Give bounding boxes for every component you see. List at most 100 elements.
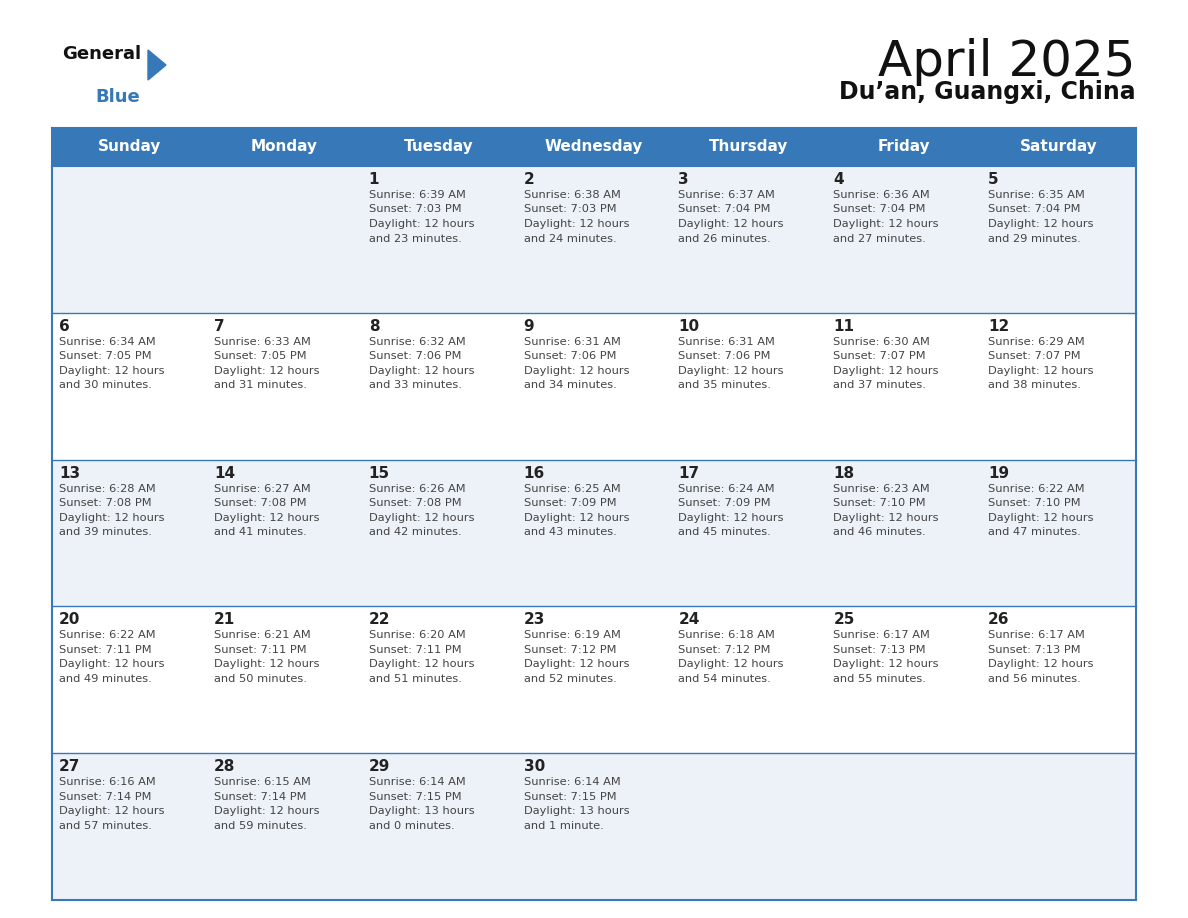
Text: Sunset: 7:15 PM: Sunset: 7:15 PM <box>368 791 461 801</box>
Text: Sunrise: 6:22 AM: Sunrise: 6:22 AM <box>988 484 1085 494</box>
Text: and 45 minutes.: and 45 minutes. <box>678 527 771 537</box>
Text: and 38 minutes.: and 38 minutes. <box>988 380 1081 390</box>
Text: Sunday: Sunday <box>97 140 162 154</box>
Text: Daylight: 12 hours: Daylight: 12 hours <box>214 806 320 816</box>
Text: Sunrise: 6:27 AM: Sunrise: 6:27 AM <box>214 484 310 494</box>
Text: and 41 minutes.: and 41 minutes. <box>214 527 307 537</box>
Text: 4: 4 <box>833 172 843 187</box>
Text: 13: 13 <box>59 465 80 481</box>
Text: and 54 minutes.: and 54 minutes. <box>678 674 771 684</box>
Text: Sunset: 7:08 PM: Sunset: 7:08 PM <box>368 498 461 508</box>
Text: and 42 minutes.: and 42 minutes. <box>368 527 461 537</box>
Text: 16: 16 <box>524 465 545 481</box>
Text: Sunrise: 6:17 AM: Sunrise: 6:17 AM <box>988 631 1085 641</box>
Text: Sunrise: 6:14 AM: Sunrise: 6:14 AM <box>368 778 466 788</box>
Text: Sunset: 7:15 PM: Sunset: 7:15 PM <box>524 791 617 801</box>
Bar <box>52 313 1136 460</box>
Text: Sunset: 7:12 PM: Sunset: 7:12 PM <box>524 645 617 655</box>
Text: and 23 minutes.: and 23 minutes. <box>368 233 461 243</box>
Text: and 52 minutes.: and 52 minutes. <box>524 674 617 684</box>
Text: Tuesday: Tuesday <box>404 140 474 154</box>
Text: and 34 minutes.: and 34 minutes. <box>524 380 617 390</box>
Text: Daylight: 12 hours: Daylight: 12 hours <box>524 512 630 522</box>
Text: Sunrise: 6:33 AM: Sunrise: 6:33 AM <box>214 337 311 347</box>
Text: 2: 2 <box>524 172 535 187</box>
Text: Daylight: 12 hours: Daylight: 12 hours <box>678 219 784 229</box>
Text: and 24 minutes.: and 24 minutes. <box>524 233 617 243</box>
Text: Daylight: 13 hours: Daylight: 13 hours <box>524 806 630 816</box>
Text: and 43 minutes.: and 43 minutes. <box>524 527 617 537</box>
Text: 20: 20 <box>59 612 81 627</box>
Text: 26: 26 <box>988 612 1010 627</box>
Text: Daylight: 12 hours: Daylight: 12 hours <box>214 659 320 669</box>
Text: 29: 29 <box>368 759 390 774</box>
Text: Daylight: 12 hours: Daylight: 12 hours <box>524 365 630 375</box>
Text: 8: 8 <box>368 319 379 334</box>
Bar <box>52 753 1136 900</box>
Text: Sunrise: 6:34 AM: Sunrise: 6:34 AM <box>59 337 156 347</box>
Text: Sunset: 7:12 PM: Sunset: 7:12 PM <box>678 645 771 655</box>
Text: Daylight: 12 hours: Daylight: 12 hours <box>678 512 784 522</box>
Text: Sunrise: 6:23 AM: Sunrise: 6:23 AM <box>833 484 930 494</box>
Text: 28: 28 <box>214 759 235 774</box>
Text: Daylight: 12 hours: Daylight: 12 hours <box>59 806 164 816</box>
Text: Wednesday: Wednesday <box>545 140 643 154</box>
Text: Daylight: 12 hours: Daylight: 12 hours <box>368 365 474 375</box>
Text: Daylight: 13 hours: Daylight: 13 hours <box>368 806 474 816</box>
Text: 7: 7 <box>214 319 225 334</box>
Text: Daylight: 12 hours: Daylight: 12 hours <box>988 512 1094 522</box>
Text: Sunset: 7:10 PM: Sunset: 7:10 PM <box>988 498 1081 508</box>
Text: Daylight: 12 hours: Daylight: 12 hours <box>833 365 939 375</box>
Text: and 31 minutes.: and 31 minutes. <box>214 380 307 390</box>
Text: 12: 12 <box>988 319 1010 334</box>
Text: Sunset: 7:13 PM: Sunset: 7:13 PM <box>833 645 925 655</box>
Text: Sunrise: 6:39 AM: Sunrise: 6:39 AM <box>368 190 466 200</box>
Text: Daylight: 12 hours: Daylight: 12 hours <box>988 365 1094 375</box>
Text: and 46 minutes.: and 46 minutes. <box>833 527 925 537</box>
Text: Sunrise: 6:32 AM: Sunrise: 6:32 AM <box>368 337 466 347</box>
Text: Daylight: 12 hours: Daylight: 12 hours <box>678 659 784 669</box>
Text: and 50 minutes.: and 50 minutes. <box>214 674 307 684</box>
Text: Sunset: 7:09 PM: Sunset: 7:09 PM <box>678 498 771 508</box>
Text: Daylight: 12 hours: Daylight: 12 hours <box>678 365 784 375</box>
Text: Sunset: 7:07 PM: Sunset: 7:07 PM <box>988 352 1081 362</box>
Text: Daylight: 12 hours: Daylight: 12 hours <box>368 659 474 669</box>
Text: Friday: Friday <box>878 140 930 154</box>
Text: 1: 1 <box>368 172 379 187</box>
Text: and 26 minutes.: and 26 minutes. <box>678 233 771 243</box>
Text: 11: 11 <box>833 319 854 334</box>
Text: and 55 minutes.: and 55 minutes. <box>833 674 927 684</box>
Text: and 51 minutes.: and 51 minutes. <box>368 674 462 684</box>
Text: and 27 minutes.: and 27 minutes. <box>833 233 925 243</box>
Text: April 2025: April 2025 <box>878 38 1136 86</box>
Text: and 39 minutes.: and 39 minutes. <box>59 527 152 537</box>
Text: Sunrise: 6:26 AM: Sunrise: 6:26 AM <box>368 484 466 494</box>
Text: Sunset: 7:11 PM: Sunset: 7:11 PM <box>214 645 307 655</box>
Text: Thursday: Thursday <box>709 140 789 154</box>
Text: Sunrise: 6:31 AM: Sunrise: 6:31 AM <box>678 337 776 347</box>
Text: Sunset: 7:05 PM: Sunset: 7:05 PM <box>214 352 307 362</box>
Text: and 47 minutes.: and 47 minutes. <box>988 527 1081 537</box>
Text: Daylight: 12 hours: Daylight: 12 hours <box>59 659 164 669</box>
Text: Saturday: Saturday <box>1019 140 1098 154</box>
Text: Daylight: 12 hours: Daylight: 12 hours <box>833 512 939 522</box>
Bar <box>52 607 1136 753</box>
Text: Du’an, Guangxi, China: Du’an, Guangxi, China <box>840 80 1136 104</box>
Text: 10: 10 <box>678 319 700 334</box>
Text: Daylight: 12 hours: Daylight: 12 hours <box>833 219 939 229</box>
Text: and 33 minutes.: and 33 minutes. <box>368 380 462 390</box>
Text: Sunset: 7:14 PM: Sunset: 7:14 PM <box>214 791 307 801</box>
Text: Daylight: 12 hours: Daylight: 12 hours <box>59 365 164 375</box>
Bar <box>52 460 1136 607</box>
Bar <box>52 166 1136 313</box>
Text: Sunset: 7:14 PM: Sunset: 7:14 PM <box>59 791 152 801</box>
Text: 19: 19 <box>988 465 1010 481</box>
Text: Daylight: 12 hours: Daylight: 12 hours <box>524 219 630 229</box>
Text: Sunrise: 6:29 AM: Sunrise: 6:29 AM <box>988 337 1085 347</box>
Text: Sunset: 7:05 PM: Sunset: 7:05 PM <box>59 352 152 362</box>
Text: Sunrise: 6:16 AM: Sunrise: 6:16 AM <box>59 778 156 788</box>
Text: Sunrise: 6:30 AM: Sunrise: 6:30 AM <box>833 337 930 347</box>
Text: Monday: Monday <box>251 140 317 154</box>
Text: Sunset: 7:11 PM: Sunset: 7:11 PM <box>368 645 461 655</box>
Text: and 56 minutes.: and 56 minutes. <box>988 674 1081 684</box>
